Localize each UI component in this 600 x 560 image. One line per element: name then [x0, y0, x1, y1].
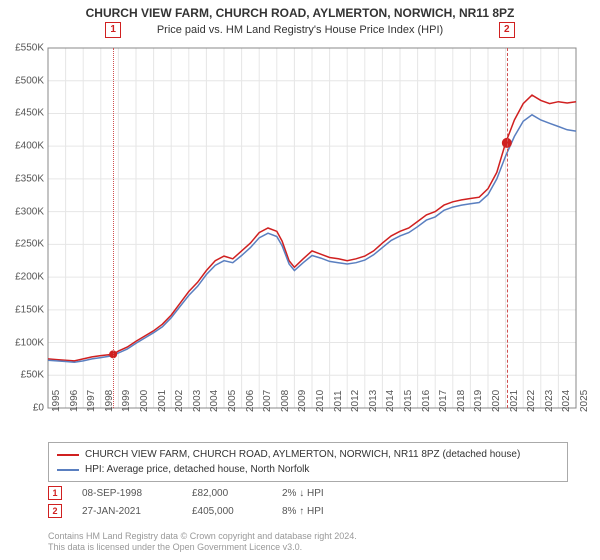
chart-svg: [48, 48, 576, 408]
x-tick-label: 2009: [297, 390, 308, 412]
legend-swatch: [57, 469, 79, 471]
x-tick-label: 2010: [315, 390, 326, 412]
y-tick-label: £150K: [15, 304, 44, 315]
transaction-flag: 2: [48, 504, 62, 518]
x-tick-label: 2024: [561, 390, 572, 412]
x-tick-label: 1999: [121, 390, 132, 412]
legend-item: CHURCH VIEW FARM, CHURCH ROAD, AYLMERTON…: [57, 447, 559, 462]
x-tick-label: 2020: [491, 390, 502, 412]
transaction-price: £82,000: [192, 488, 262, 499]
y-tick-label: £50K: [21, 370, 44, 381]
y-tick-label: £0: [33, 403, 44, 414]
footer-line-2: This data is licensed under the Open Gov…: [48, 542, 357, 554]
y-tick-label: £550K: [15, 43, 44, 54]
transaction-date: 27-JAN-2021: [82, 506, 172, 517]
marker-vline-1: [113, 48, 114, 408]
transaction-date: 08-SEP-1998: [82, 488, 172, 499]
chart-title: CHURCH VIEW FARM, CHURCH ROAD, AYLMERTON…: [0, 0, 600, 22]
legend-label: HPI: Average price, detached house, Nort…: [85, 462, 309, 477]
transaction-table: 1 08-SEP-1998 £82,000 2% ↓ HPI 2 27-JAN-2021 £…: [48, 484, 362, 520]
x-tick-label: 1995: [51, 390, 62, 412]
x-tick-label: 2023: [544, 390, 555, 412]
x-tick-label: 2012: [350, 390, 361, 412]
y-tick-label: £400K: [15, 141, 44, 152]
transaction-delta: 2% ↓ HPI: [282, 488, 362, 499]
y-tick-label: £300K: [15, 206, 44, 217]
x-tick-label: 2014: [385, 390, 396, 412]
y-tick-label: £200K: [15, 272, 44, 283]
y-tick-label: £450K: [15, 108, 44, 119]
chart-area: 12£0£50K£100K£150K£200K£250K£300K£350K£4…: [48, 48, 576, 408]
x-tick-label: 2003: [192, 390, 203, 412]
footer-line-1: Contains HM Land Registry data © Crown c…: [48, 531, 357, 543]
x-tick-label: 2002: [174, 390, 185, 412]
footer-attribution: Contains HM Land Registry data © Crown c…: [48, 531, 357, 554]
x-tick-label: 1998: [104, 390, 115, 412]
x-tick-label: 2017: [438, 390, 449, 412]
x-tick-label: 2011: [333, 390, 344, 412]
x-tick-label: 2004: [209, 390, 220, 412]
transaction-row: 2 27-JAN-2021 £405,000 8% ↑ HPI: [48, 502, 362, 520]
y-tick-label: £500K: [15, 75, 44, 86]
legend-swatch: [57, 454, 79, 456]
transaction-row: 1 08-SEP-1998 £82,000 2% ↓ HPI: [48, 484, 362, 502]
legend: CHURCH VIEW FARM, CHURCH ROAD, AYLMERTON…: [48, 442, 568, 482]
marker-flag-1: 1: [105, 22, 121, 38]
x-tick-label: 2005: [227, 390, 238, 412]
x-tick-label: 2015: [403, 390, 414, 412]
x-tick-label: 2006: [245, 390, 256, 412]
transaction-price: £405,000: [192, 506, 262, 517]
transaction-flag: 1: [48, 486, 62, 500]
chart-container: CHURCH VIEW FARM, CHURCH ROAD, AYLMERTON…: [0, 0, 600, 560]
legend-item: HPI: Average price, detached house, Nort…: [57, 462, 559, 477]
x-tick-label: 2022: [526, 390, 537, 412]
x-tick-label: 2025: [579, 390, 590, 412]
x-tick-label: 2016: [421, 390, 432, 412]
y-tick-label: £250K: [15, 239, 44, 250]
legend-label: CHURCH VIEW FARM, CHURCH ROAD, AYLMERTON…: [85, 447, 520, 462]
x-tick-label: 2001: [157, 390, 168, 412]
x-tick-label: 2021: [509, 390, 520, 412]
x-tick-label: 2018: [456, 390, 467, 412]
x-tick-label: 2007: [262, 390, 273, 412]
x-tick-label: 2019: [473, 390, 484, 412]
x-tick-label: 2000: [139, 390, 150, 412]
y-tick-label: £100K: [15, 337, 44, 348]
x-tick-label: 1997: [86, 390, 97, 412]
marker-vline-2: [507, 48, 508, 408]
x-tick-label: 1996: [69, 390, 80, 412]
transaction-delta: 8% ↑ HPI: [282, 506, 362, 517]
y-tick-label: £350K: [15, 173, 44, 184]
x-tick-label: 2008: [280, 390, 291, 412]
marker-flag-2: 2: [499, 22, 515, 38]
x-tick-label: 2013: [368, 390, 379, 412]
